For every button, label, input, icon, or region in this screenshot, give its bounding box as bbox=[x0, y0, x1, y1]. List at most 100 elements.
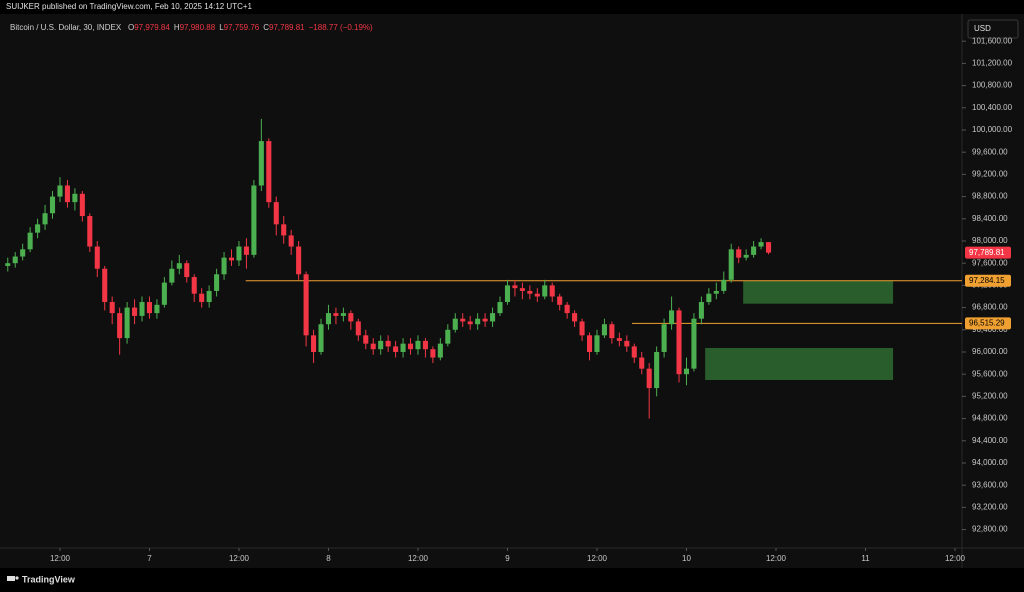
candle-body bbox=[504, 285, 511, 303]
currency-box[interactable] bbox=[967, 19, 1019, 39]
candle-body bbox=[407, 343, 414, 350]
candle-body bbox=[42, 213, 48, 225]
logo bbox=[7, 576, 19, 581]
candle-body bbox=[445, 329, 451, 344]
y-tick-label: 96,800.00 bbox=[972, 303, 1008, 312]
candle-body bbox=[214, 274, 220, 291]
candle-body bbox=[109, 302, 115, 314]
x-tick-label: 11 bbox=[861, 554, 870, 563]
candle-body bbox=[460, 318, 466, 322]
candle-body bbox=[706, 293, 712, 303]
candle-body bbox=[318, 324, 324, 352]
candle-body bbox=[400, 343, 406, 352]
candle-body bbox=[751, 246, 757, 255]
x-tick-label: 9 bbox=[505, 554, 510, 563]
candle-body bbox=[736, 249, 742, 258]
candle-body bbox=[281, 224, 287, 236]
candle-body bbox=[527, 290, 533, 294]
currency[interactable]: USD bbox=[974, 24, 991, 33]
candle-body bbox=[676, 310, 682, 375]
candle-body bbox=[467, 321, 473, 325]
candle-body bbox=[251, 185, 257, 255]
price-label: 96,515.29 bbox=[969, 318, 1005, 327]
candle-body bbox=[94, 246, 100, 269]
price-label-box bbox=[965, 274, 1011, 287]
candle-body bbox=[378, 340, 384, 350]
y-tick-label: 96,400.00 bbox=[972, 325, 1008, 334]
x-tick-label: 10 bbox=[682, 554, 691, 563]
candle-body bbox=[64, 185, 70, 203]
candle-body bbox=[475, 318, 481, 325]
change: −188.77 (−0.19%) bbox=[309, 23, 373, 32]
y-tick-label: 96,000.00 bbox=[972, 347, 1008, 356]
candle-body bbox=[169, 268, 175, 283]
candle-body bbox=[557, 296, 563, 305]
candle-body bbox=[146, 302, 153, 314]
candle-body bbox=[184, 263, 190, 278]
candle-body bbox=[355, 321, 361, 336]
candle-body bbox=[139, 302, 145, 316]
candle-body bbox=[87, 216, 93, 247]
candle-body bbox=[35, 224, 41, 233]
footer-brand: TradingView bbox=[22, 574, 76, 584]
x-tick-label: 12:00 bbox=[229, 554, 250, 563]
candle-body bbox=[303, 274, 309, 336]
candle-body bbox=[5, 263, 11, 266]
candle-body bbox=[228, 257, 235, 261]
y-tick-label: 101,200.00 bbox=[972, 59, 1013, 68]
x-tick-label: 12:00 bbox=[50, 554, 71, 563]
y-tick-label: 92,800.00 bbox=[972, 525, 1008, 534]
candle-body bbox=[333, 313, 339, 316]
candle-body bbox=[452, 318, 458, 330]
y-tick-label: 95,600.00 bbox=[972, 369, 1008, 378]
candle-body bbox=[490, 313, 496, 322]
candle-body bbox=[564, 304, 570, 314]
candle-body bbox=[691, 318, 697, 369]
candle-body bbox=[519, 288, 525, 291]
ohlc-value: 97,759.76 bbox=[224, 23, 260, 32]
header: SUIJKER published on TradingView.com, Fe… bbox=[6, 2, 253, 11]
ohlc-key: L bbox=[219, 23, 224, 32]
candle-body bbox=[363, 335, 369, 344]
price-label: 97,284.15 bbox=[969, 276, 1005, 285]
candle-body bbox=[639, 357, 645, 369]
candle-body bbox=[20, 249, 26, 257]
candle-body bbox=[646, 368, 652, 389]
ohlc-key: O bbox=[128, 23, 134, 32]
candle-body bbox=[296, 246, 302, 275]
y-tick-label: 94,000.00 bbox=[972, 458, 1008, 467]
x-tick-label: 12:00 bbox=[587, 554, 608, 563]
y-tick-label: 99,600.00 bbox=[972, 147, 1008, 156]
x-tick-label: 8 bbox=[326, 554, 331, 563]
candle-body bbox=[631, 346, 637, 358]
candle-body bbox=[27, 232, 33, 250]
candle-body bbox=[594, 335, 600, 352]
zone bbox=[743, 280, 894, 304]
candle-body bbox=[586, 335, 593, 352]
candle-body bbox=[422, 340, 428, 350]
candle-body bbox=[415, 340, 421, 350]
y-tick-label: 98,000.00 bbox=[972, 236, 1008, 245]
candle-body bbox=[79, 193, 85, 217]
zone bbox=[705, 347, 894, 381]
candle-body bbox=[572, 313, 578, 322]
candle-body bbox=[72, 193, 78, 203]
candle-body bbox=[765, 242, 772, 253]
candle-body bbox=[669, 310, 675, 325]
candle-body bbox=[132, 307, 138, 316]
candle-body bbox=[713, 290, 719, 294]
symbol: Bitcoin / U.S. Dollar, 30, INDEX bbox=[10, 23, 122, 32]
candle-body bbox=[176, 263, 182, 269]
candle-body bbox=[430, 349, 436, 358]
candle-body bbox=[348, 313, 354, 322]
candle-body bbox=[258, 141, 264, 186]
candle-body bbox=[683, 368, 690, 375]
candle-body bbox=[49, 196, 56, 214]
x-tick-label: 12:00 bbox=[766, 554, 787, 563]
candle-body bbox=[325, 313, 332, 325]
ohlc-key: C bbox=[263, 23, 269, 32]
candle-body bbox=[601, 324, 607, 336]
x-tick-label: 7 bbox=[147, 554, 152, 563]
candle-body bbox=[728, 249, 734, 280]
